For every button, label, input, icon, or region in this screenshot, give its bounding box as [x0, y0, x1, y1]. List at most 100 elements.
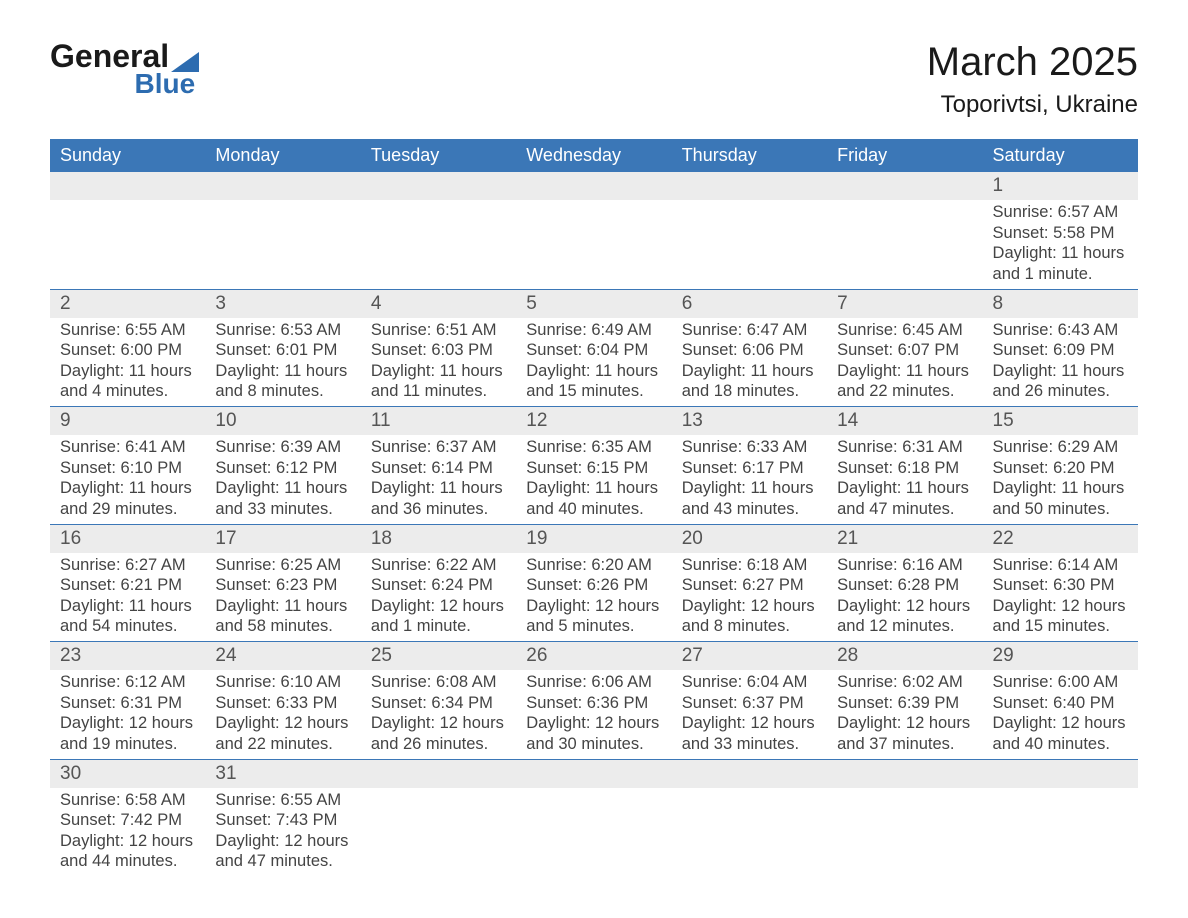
week-daynum-row: 3031	[50, 759, 1138, 788]
sunrise-line: Sunrise: 6:18 AM	[682, 555, 817, 576]
daylight-line: Daylight: 11 hours and 43 minutes.	[682, 478, 817, 519]
sunset-line: Sunset: 6:04 PM	[526, 340, 661, 361]
sunset-line: Sunset: 6:14 PM	[371, 458, 506, 479]
sunset-line: Sunset: 7:42 PM	[60, 810, 195, 831]
sunrise-line: Sunrise: 6:00 AM	[993, 672, 1128, 693]
day-detail-cell: Sunrise: 6:41 AMSunset: 6:10 PMDaylight:…	[50, 435, 205, 524]
day-number-cell: 27	[672, 642, 827, 671]
month-title: March 2025	[927, 40, 1138, 85]
sunset-line: Sunset: 6:10 PM	[60, 458, 195, 479]
day-detail-cell	[361, 788, 516, 877]
sunrise-line: Sunrise: 6:37 AM	[371, 437, 506, 458]
week-detail-row: Sunrise: 6:57 AMSunset: 5:58 PMDaylight:…	[50, 200, 1138, 289]
sunrise-line: Sunrise: 6:55 AM	[215, 790, 350, 811]
day-detail-cell: Sunrise: 6:04 AMSunset: 6:37 PMDaylight:…	[672, 670, 827, 759]
daylight-line: Daylight: 11 hours and 1 minute.	[993, 243, 1128, 284]
sunrise-line: Sunrise: 6:10 AM	[215, 672, 350, 693]
day-detail-cell: Sunrise: 6:45 AMSunset: 6:07 PMDaylight:…	[827, 318, 982, 407]
day-detail-cell: Sunrise: 6:47 AMSunset: 6:06 PMDaylight:…	[672, 318, 827, 407]
day-detail-cell	[361, 200, 516, 289]
day-detail-cell: Sunrise: 6:02 AMSunset: 6:39 PMDaylight:…	[827, 670, 982, 759]
header: General Blue March 2025 Toporivtsi, Ukra…	[50, 40, 1138, 119]
day-number-cell	[827, 172, 982, 200]
day-detail-cell	[827, 200, 982, 289]
daylight-line: Daylight: 11 hours and 50 minutes.	[993, 478, 1128, 519]
day-number-cell	[672, 759, 827, 788]
day-detail-cell: Sunrise: 6:35 AMSunset: 6:15 PMDaylight:…	[516, 435, 671, 524]
sunset-line: Sunset: 6:31 PM	[60, 693, 195, 714]
title-block: March 2025 Toporivtsi, Ukraine	[927, 40, 1138, 119]
sunrise-line: Sunrise: 6:06 AM	[526, 672, 661, 693]
daylight-line: Daylight: 11 hours and 36 minutes.	[371, 478, 506, 519]
day-detail-cell: Sunrise: 6:49 AMSunset: 6:04 PMDaylight:…	[516, 318, 671, 407]
day-detail-cell	[672, 788, 827, 877]
day-detail-cell: Sunrise: 6:43 AMSunset: 6:09 PMDaylight:…	[983, 318, 1138, 407]
sunrise-line: Sunrise: 6:51 AM	[371, 320, 506, 341]
day-number-cell: 4	[361, 289, 516, 318]
sunset-line: Sunset: 6:37 PM	[682, 693, 817, 714]
day-detail-cell: Sunrise: 6:25 AMSunset: 6:23 PMDaylight:…	[205, 553, 360, 642]
sunset-line: Sunset: 6:07 PM	[837, 340, 972, 361]
daylight-line: Daylight: 11 hours and 29 minutes.	[60, 478, 195, 519]
day-header: Friday	[827, 139, 982, 172]
day-detail-cell	[672, 200, 827, 289]
sunset-line: Sunset: 6:21 PM	[60, 575, 195, 596]
calendar-body: 1 Sunrise: 6:57 AMSunset: 5:58 PMDayligh…	[50, 172, 1138, 876]
daylight-line: Daylight: 11 hours and 11 minutes.	[371, 361, 506, 402]
day-number-cell: 18	[361, 524, 516, 553]
daylight-line: Daylight: 12 hours and 33 minutes.	[682, 713, 817, 754]
day-number-cell	[516, 172, 671, 200]
sunrise-line: Sunrise: 6:14 AM	[993, 555, 1128, 576]
day-detail-cell	[516, 200, 671, 289]
day-header: Monday	[205, 139, 360, 172]
day-detail-cell: Sunrise: 6:06 AMSunset: 6:36 PMDaylight:…	[516, 670, 671, 759]
day-number-cell: 23	[50, 642, 205, 671]
daylight-line: Daylight: 12 hours and 15 minutes.	[993, 596, 1128, 637]
day-detail-cell: Sunrise: 6:55 AMSunset: 7:43 PMDaylight:…	[205, 788, 360, 877]
day-number-cell: 31	[205, 759, 360, 788]
week-detail-row: Sunrise: 6:55 AMSunset: 6:00 PMDaylight:…	[50, 318, 1138, 407]
day-header: Saturday	[983, 139, 1138, 172]
daylight-line: Daylight: 12 hours and 26 minutes.	[371, 713, 506, 754]
day-number-cell: 28	[827, 642, 982, 671]
logo-line2: Blue	[50, 70, 199, 98]
day-number-cell	[50, 172, 205, 200]
day-number-cell: 19	[516, 524, 671, 553]
day-detail-cell	[827, 788, 982, 877]
sunset-line: Sunset: 6:33 PM	[215, 693, 350, 714]
daylight-line: Daylight: 12 hours and 44 minutes.	[60, 831, 195, 872]
calendar-table: SundayMondayTuesdayWednesdayThursdayFrid…	[50, 139, 1138, 876]
day-number-cell: 16	[50, 524, 205, 553]
sunset-line: Sunset: 7:43 PM	[215, 810, 350, 831]
day-detail-cell: Sunrise: 6:29 AMSunset: 6:20 PMDaylight:…	[983, 435, 1138, 524]
week-detail-row: Sunrise: 6:27 AMSunset: 6:21 PMDaylight:…	[50, 553, 1138, 642]
day-detail-cell	[205, 200, 360, 289]
sunset-line: Sunset: 6:24 PM	[371, 575, 506, 596]
day-detail-cell: Sunrise: 6:22 AMSunset: 6:24 PMDaylight:…	[361, 553, 516, 642]
day-number-cell: 17	[205, 524, 360, 553]
day-number-cell: 2	[50, 289, 205, 318]
day-number-cell: 25	[361, 642, 516, 671]
day-detail-cell: Sunrise: 6:58 AMSunset: 7:42 PMDaylight:…	[50, 788, 205, 877]
sunset-line: Sunset: 6:34 PM	[371, 693, 506, 714]
day-detail-cell	[983, 788, 1138, 877]
day-number-cell	[672, 172, 827, 200]
sunset-line: Sunset: 6:30 PM	[993, 575, 1128, 596]
daylight-line: Daylight: 12 hours and 37 minutes.	[837, 713, 972, 754]
daylight-line: Daylight: 11 hours and 15 minutes.	[526, 361, 661, 402]
sunrise-line: Sunrise: 6:20 AM	[526, 555, 661, 576]
day-detail-cell	[50, 200, 205, 289]
sunset-line: Sunset: 6:39 PM	[837, 693, 972, 714]
week-daynum-row: 16171819202122	[50, 524, 1138, 553]
day-number-cell: 30	[50, 759, 205, 788]
sunrise-line: Sunrise: 6:55 AM	[60, 320, 195, 341]
day-number-cell: 1	[983, 172, 1138, 200]
daylight-line: Daylight: 11 hours and 40 minutes.	[526, 478, 661, 519]
day-header: Wednesday	[516, 139, 671, 172]
logo: General Blue	[50, 40, 199, 98]
daylight-line: Daylight: 11 hours and 22 minutes.	[837, 361, 972, 402]
day-number-cell: 3	[205, 289, 360, 318]
day-number-cell: 11	[361, 407, 516, 436]
day-number-cell: 20	[672, 524, 827, 553]
day-number-cell: 12	[516, 407, 671, 436]
